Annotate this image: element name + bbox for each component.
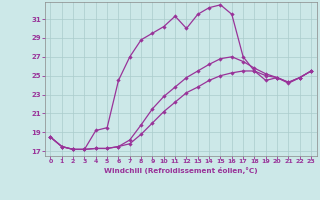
- X-axis label: Windchill (Refroidissement éolien,°C): Windchill (Refroidissement éolien,°C): [104, 167, 258, 174]
